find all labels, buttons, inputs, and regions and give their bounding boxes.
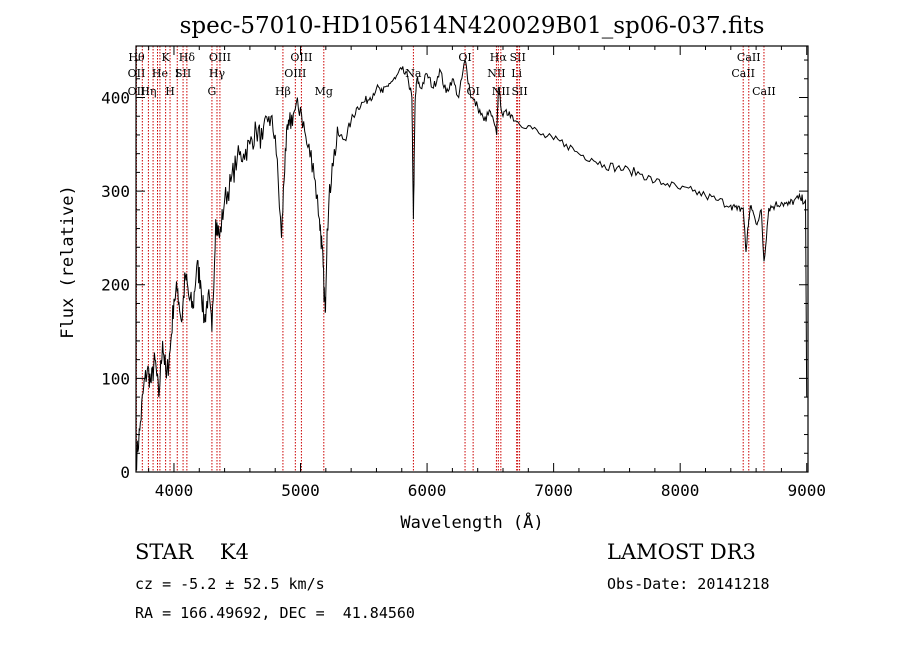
plot-frame [135,45,809,473]
spectral-line-label: CaII [752,85,776,98]
x-tick-label: 6000 [408,481,447,500]
spectral-line-label: K [162,51,171,64]
x-tick-label: 8000 [661,481,700,500]
chart-title: spec-57010-HD105614N420029B01_sp06-037.f… [180,13,765,39]
spectral-line-label: H [165,85,175,98]
spectral-line-label: SII [511,85,527,98]
spectral-line-label: I [175,67,179,80]
spectral-line-label: Hα [490,51,508,64]
y-tick-label: 200 [101,276,130,295]
spectral-line-label: OIII [209,51,231,64]
x-tick-label: 5000 [281,481,320,500]
spectral-line-label: NII [487,67,505,80]
redshift-info: cz = -5.2 ± 52.5 km/s [135,575,325,593]
y-tick-label: 100 [101,369,130,388]
obs-date: Obs-Date: 20141218 [607,575,770,593]
spectral-line-label: G [208,85,217,98]
x-tick-label: 4000 [155,481,194,500]
survey-name: LAMOST DR3 [607,540,756,564]
spectral-line-label: Hβ [275,85,291,98]
spectral-line-label: Hγ [209,67,226,80]
spectral-line-label: SII [175,67,191,80]
spectral-line-label: SII [510,51,526,64]
y-axis-label: Flux (relative) [58,185,78,339]
y-tick-label: 400 [101,88,130,107]
x-tick-label: 7000 [534,481,573,500]
spectral-line-label: He [152,67,168,80]
x-tick-label: 9000 [787,481,826,500]
spectral-line-label: Mg [315,85,333,98]
y-tick-label: 300 [101,182,130,201]
spectral-line-label: OIII [290,51,312,64]
y-tick-label: 0 [120,463,130,482]
spectral-line-label: Hη [140,85,156,98]
coordinates: RA = 166.49692, DEC = 41.84560 [135,604,415,622]
x-axis-label: Wavelength (Å) [400,511,543,533]
flux-series-line [135,58,808,471]
spectral-line-label: Li [511,67,522,80]
spectral-line-label: Hθ [128,51,145,64]
spectral-line-label: OI [458,51,471,64]
spectral-line-label: Hδ [179,51,196,64]
object-class: STAR K4 [135,540,249,564]
spectral-line-label: OIII [284,67,306,80]
spectral-line-label: CaII [731,67,755,80]
spectral-line-label: NII [492,85,510,98]
spectral-line-label: OI [466,85,479,98]
spectral-line-label: CaII [737,51,761,64]
